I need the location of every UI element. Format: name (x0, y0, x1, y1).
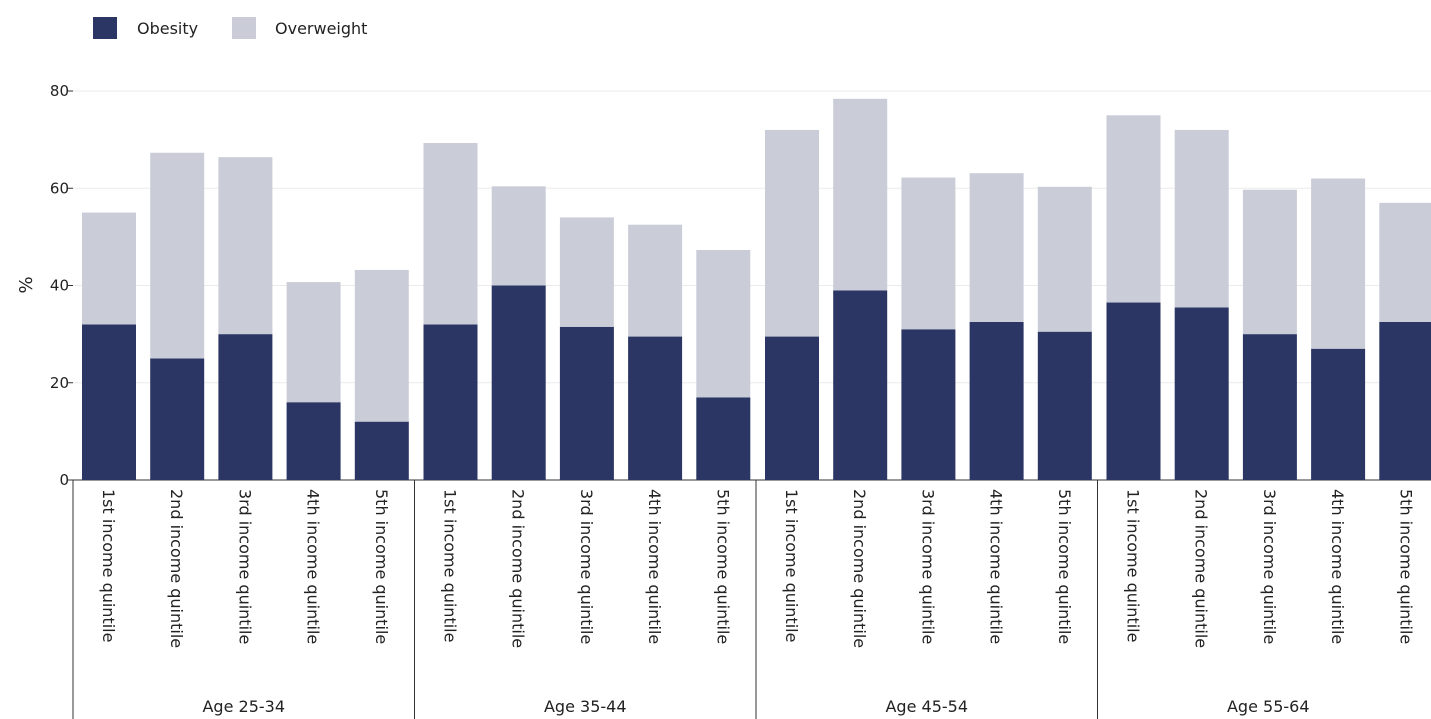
bar-obesity-3-3 (901, 329, 956, 480)
bar-obesity-1-2 (150, 358, 205, 480)
x-tick-label: 2nd income quintile (509, 489, 528, 648)
x-tick-label: 2nd income quintile (1192, 489, 1211, 648)
legend-label-overweight: Overweight (275, 19, 367, 38)
group-label: Age 55-64 (1227, 697, 1310, 716)
bar-obesity-2-5 (696, 397, 751, 480)
bar-obesity-3-5 (1037, 331, 1092, 480)
x-tick-label: 5th income quintile (1055, 489, 1074, 644)
bar-obesity-4-5 (1379, 321, 1431, 480)
bar-obesity-1-1 (82, 324, 136, 480)
y-tick-label: 20 (50, 374, 69, 392)
x-tick-label: 1st income quintile (441, 489, 460, 642)
bar-obesity-1-3 (218, 334, 273, 480)
bar-obesity-4-1 (1106, 302, 1161, 480)
legend: Obesity Overweight (93, 17, 367, 39)
bar-obesity-1-4 (286, 402, 341, 480)
bar-overweight-1-5 (354, 269, 409, 422)
bar-overweight-4-5 (1379, 202, 1431, 322)
y-tick-label: 0 (59, 471, 69, 489)
x-tick-label: 2nd income quintile (167, 489, 186, 648)
bar-overweight-2-4 (628, 224, 683, 337)
x-axis: 1st income quintile 2nd income quintile 3r… (72, 480, 1415, 719)
bar-obesity-2-2 (491, 285, 546, 480)
x-tick-label: 1st income quintile (1124, 489, 1143, 642)
bar-overweight-3-3 (901, 177, 956, 330)
bars (82, 98, 1431, 480)
x-tick-label: 3rd income quintile (235, 489, 254, 644)
x-tick-label: 4th income quintile (987, 489, 1006, 644)
x-tick-label: 4th income quintile (304, 489, 323, 644)
bar-overweight-1-1 (82, 212, 136, 325)
bar-overweight-1-3 (218, 157, 273, 335)
x-tick-label: 5th income quintile (1396, 489, 1415, 644)
y-axis-label: % (16, 276, 37, 293)
bar-overweight-1-2 (150, 152, 205, 359)
group-label: Age 45-54 (885, 697, 968, 716)
x-tick-label: 5th income quintile (713, 489, 732, 644)
bar-overweight-3-2 (833, 98, 888, 291)
bar-overweight-4-2 (1174, 129, 1229, 308)
y-tick-label: 40 (50, 277, 69, 295)
bar-obesity-3-4 (969, 321, 1024, 480)
bar-obesity-4-3 (1242, 334, 1297, 480)
bar-overweight-3-1 (765, 129, 819, 337)
bar-obesity-1-5 (354, 421, 409, 480)
bar-obesity-2-1 (423, 324, 478, 480)
bar-overweight-2-5 (696, 250, 751, 398)
bar-obesity-2-3 (559, 326, 614, 480)
group-label: Age 35-44 (544, 697, 627, 716)
x-tick-label: 4th income quintile (1328, 489, 1347, 644)
legend-swatch-overweight (232, 17, 256, 39)
x-tick-label: 5th income quintile (372, 489, 391, 644)
x-tick-label: 4th income quintile (645, 489, 664, 644)
group-label: Age 25-34 (202, 697, 285, 716)
legend-label-obesity: Obesity (137, 19, 198, 38)
legend-swatch-obesity (93, 17, 117, 39)
x-tick-label: 1st income quintile (99, 489, 118, 642)
bar-overweight-4-3 (1242, 189, 1297, 335)
bar-overweight-2-1 (423, 143, 478, 325)
bar-overweight-2-3 (559, 217, 614, 327)
y-tick-label: 80 (50, 82, 69, 100)
bar-obesity-3-2 (833, 290, 888, 480)
bar-overweight-4-1 (1106, 115, 1161, 303)
x-tick-label: 2nd income quintile (850, 489, 869, 648)
bar-obesity-2-4 (628, 336, 683, 480)
x-tick-label: 3rd income quintile (1260, 489, 1279, 644)
x-tick-label: 1st income quintile (782, 489, 801, 642)
bar-overweight-3-5 (1037, 186, 1092, 332)
bar-overweight-4-4 (1311, 178, 1366, 349)
x-tick-label: 3rd income quintile (577, 489, 596, 644)
bar-overweight-3-4 (969, 173, 1024, 322)
x-tick-label: 3rd income quintile (918, 489, 937, 644)
bar-obesity-4-4 (1311, 348, 1366, 480)
bar-obesity-3-1 (765, 336, 819, 480)
bar-overweight-2-2 (491, 186, 546, 286)
bar-overweight-1-4 (286, 282, 341, 403)
bar-obesity-4-2 (1174, 307, 1229, 480)
y-tick-label: 60 (50, 179, 69, 197)
